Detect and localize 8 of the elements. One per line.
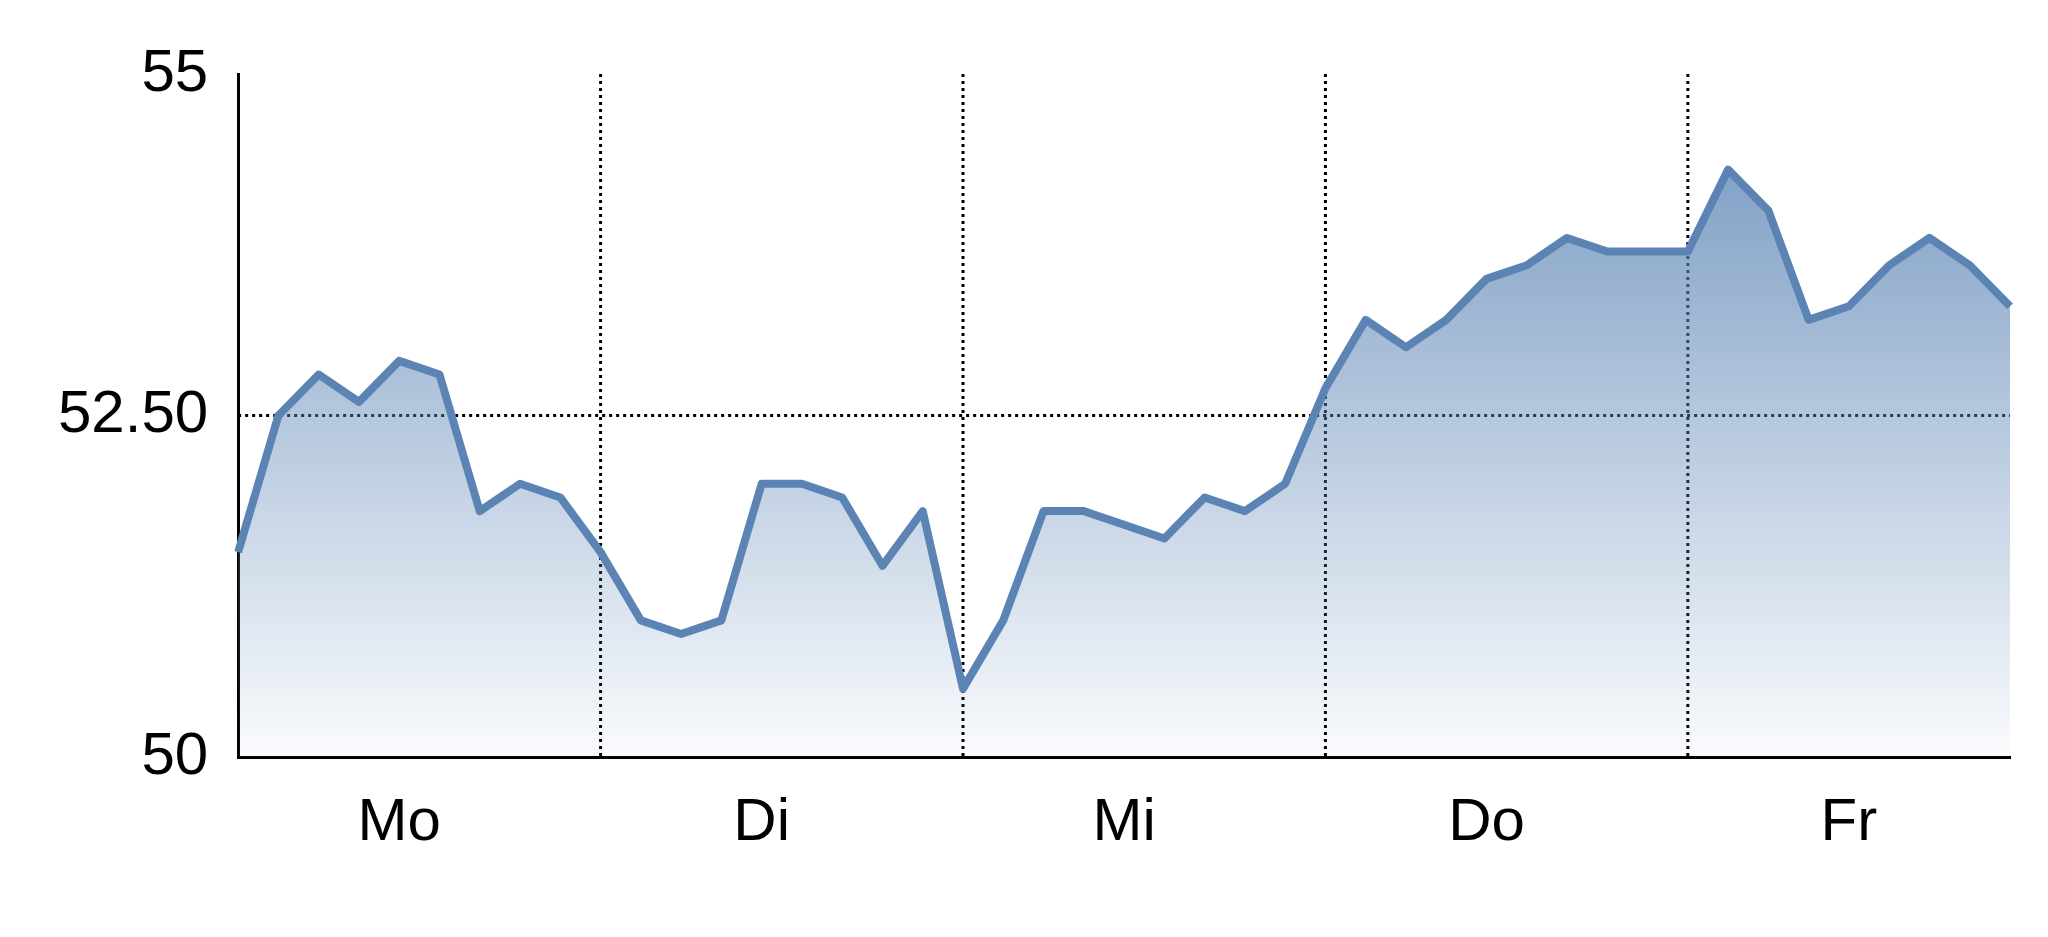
y-tick-label: 52.50 <box>57 378 209 446</box>
y-tick-label: 50 <box>141 719 209 787</box>
x-tick-label: Mo <box>357 785 441 853</box>
x-tick-label: Do <box>1448 785 1525 853</box>
y-tick-label: 55 <box>141 36 209 104</box>
x-tick-label: Fr <box>1820 785 1878 853</box>
x-tick-label: Mi <box>1092 785 1156 853</box>
x-tick-label: Di <box>733 785 790 853</box>
